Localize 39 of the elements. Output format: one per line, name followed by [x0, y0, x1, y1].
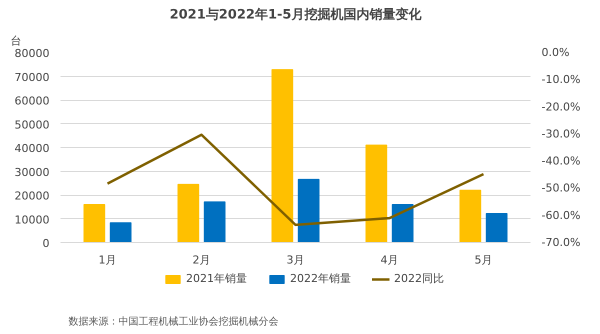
y-tick-label: 30000	[14, 166, 50, 179]
x-tick-label: 2月	[192, 254, 210, 266]
y-tick-label: 20000	[14, 190, 50, 202]
bar	[110, 222, 132, 242]
bar	[366, 144, 388, 242]
y-tick-label: 0	[42, 237, 50, 250]
line-series	[106, 133, 485, 226]
bar	[84, 204, 106, 242]
x-tick-label: 4月	[380, 254, 398, 266]
y-tick-label: 40000	[14, 142, 50, 155]
y-axis-title: 台	[10, 34, 22, 48]
bar	[486, 213, 508, 242]
y2-tick-label: -10.0%	[542, 73, 580, 86]
bar	[204, 201, 226, 242]
bar	[298, 178, 320, 242]
x-tick-label: 3月	[286, 254, 304, 266]
legend-label: 2021年销量	[186, 271, 247, 286]
source-note: 数据来源：中国工程机械工业协会挖掘机械分会	[68, 316, 278, 328]
bar	[272, 69, 294, 242]
y-tick-label: 10000	[14, 213, 50, 226]
legend-label: 2022同比	[394, 271, 444, 286]
chart-title: 2021与2022年1-5月挖掘机国内销量变化	[170, 6, 422, 22]
y-tick-label: 60000	[14, 94, 50, 108]
y-tick-label: 80000	[14, 47, 50, 60]
x-tick-label: 5月	[474, 254, 492, 266]
y-tick-label: 70000	[14, 70, 50, 84]
x-tick-label: 1月	[98, 254, 116, 266]
legend-label: 2022年销量	[290, 271, 351, 286]
bar	[392, 204, 414, 242]
y2-tick-label: -30.0%	[542, 127, 580, 140]
y2-tick-label: -70.0%	[542, 236, 580, 249]
bar	[178, 184, 200, 242]
bar	[460, 190, 482, 242]
y2-tick-label: -20.0%	[542, 100, 580, 114]
y2-tick-label: -50.0%	[542, 182, 580, 195]
y2-tick-label: 0.0%	[542, 46, 570, 59]
y-tick-label: 50000	[14, 118, 50, 132]
y2-tick-label: -60.0%	[542, 208, 580, 222]
y2-tick-label: -40.0%	[542, 154, 580, 168]
